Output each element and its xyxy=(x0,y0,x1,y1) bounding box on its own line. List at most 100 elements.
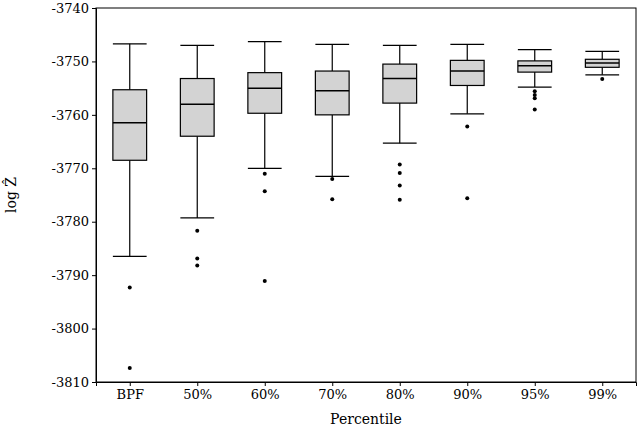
x-tick-mark xyxy=(400,382,401,386)
outlier xyxy=(465,196,469,200)
y-tick-label: -3800 xyxy=(52,321,89,336)
box-group xyxy=(518,50,552,112)
x-tick-label: 95% xyxy=(521,387,550,402)
box-group xyxy=(113,44,147,370)
plot: -3810 -3800 -3790 -3780 -3770 -3760 -3750 -3740… xyxy=(52,1,637,403)
x-tick-label: 50% xyxy=(183,387,212,402)
x-tick: 95% xyxy=(521,382,550,402)
whisker-cap xyxy=(113,43,147,44)
y-tick-mark xyxy=(92,168,96,169)
outlier xyxy=(195,229,199,233)
y-tick-label: -3810 xyxy=(52,375,89,390)
whisker-cap xyxy=(585,74,619,75)
outlier xyxy=(533,108,537,112)
box-group xyxy=(585,51,619,81)
outlier xyxy=(128,285,132,289)
whisker xyxy=(129,44,130,90)
whisker-cap xyxy=(518,86,552,87)
chart: -3810 -3800 -3790 -3780 -3770 -3760 -3750 -3740… xyxy=(0,0,640,434)
x-axis: BPF 50% 60% 70% 80% 90% 95% 99% xyxy=(97,382,637,402)
whisker xyxy=(332,44,333,71)
whisker-cap xyxy=(450,44,484,45)
whisker-cap xyxy=(113,256,147,257)
whisker xyxy=(399,103,400,143)
whisker xyxy=(129,160,130,256)
y-axis-title: log Ẑ xyxy=(2,177,19,213)
x-tick-mark xyxy=(332,382,333,386)
y-tick-mark xyxy=(92,222,96,223)
whisker-cap xyxy=(585,51,619,52)
y-tick-mark xyxy=(92,115,96,116)
box xyxy=(113,90,147,161)
whisker-cap xyxy=(518,49,552,50)
whisker xyxy=(399,45,400,64)
x-tick: 99% xyxy=(588,382,617,402)
x-tick-label: 90% xyxy=(453,387,482,402)
median xyxy=(585,62,619,64)
y-tick: -3760 xyxy=(52,108,96,123)
box-group xyxy=(180,45,214,267)
x-tick-label: 99% xyxy=(588,387,617,402)
box xyxy=(248,73,282,114)
whisker xyxy=(602,67,603,74)
whisker-cap xyxy=(180,217,214,218)
median xyxy=(450,70,484,72)
x-axis-line xyxy=(97,383,637,387)
box-group xyxy=(383,45,417,201)
median xyxy=(248,87,282,89)
whisker-cap xyxy=(383,143,417,144)
x-tick-mark xyxy=(130,382,131,386)
y-tick-mark xyxy=(92,61,96,62)
y-tick-mark xyxy=(92,275,96,276)
whisker xyxy=(602,51,603,59)
y-tick-mark xyxy=(92,8,96,9)
outlier xyxy=(263,189,267,193)
x-tick: 80% xyxy=(386,382,415,402)
outlier xyxy=(533,89,537,93)
box-group xyxy=(450,44,484,200)
box-group xyxy=(248,42,282,283)
whisker xyxy=(197,45,198,78)
y-axis-line xyxy=(92,9,97,383)
x-tick-label: 70% xyxy=(318,387,347,402)
y-tick: -3740 xyxy=(52,1,96,16)
whisker xyxy=(264,113,265,168)
box xyxy=(585,59,619,67)
outlier xyxy=(398,171,402,175)
median xyxy=(315,90,349,92)
x-tick-label: 80% xyxy=(386,387,415,402)
outlier xyxy=(533,96,537,100)
outlier xyxy=(398,163,402,167)
outlier xyxy=(263,172,267,176)
whisker-cap xyxy=(315,176,349,177)
boxes xyxy=(113,42,619,370)
outlier xyxy=(330,197,334,201)
x-tick: 50% xyxy=(183,382,212,402)
y-tick-mark xyxy=(92,329,96,330)
x-tick-mark xyxy=(265,382,266,386)
median xyxy=(518,65,552,67)
y-tick-label: -3770 xyxy=(52,161,89,176)
median xyxy=(180,103,214,105)
whisker xyxy=(264,42,265,73)
box xyxy=(315,71,349,115)
y-tick-mark xyxy=(92,382,96,383)
x-tick: 60% xyxy=(251,382,280,402)
y-tick: -3780 xyxy=(52,214,96,229)
x-tick: BPF xyxy=(117,382,144,402)
box xyxy=(518,61,552,72)
x-axis-title: Percentile xyxy=(330,411,402,427)
y-tick: -3770 xyxy=(52,161,96,176)
y-tick: -3810 xyxy=(52,375,96,390)
whisker-cap xyxy=(248,168,282,169)
y-tick-label: -3790 xyxy=(52,268,89,283)
x-tick-mark xyxy=(197,382,198,386)
outlier xyxy=(195,257,199,261)
outlier xyxy=(465,125,469,129)
whisker xyxy=(534,50,535,61)
whisker-cap xyxy=(383,45,417,46)
whisker-cap xyxy=(315,44,349,45)
y-tick-label: -3750 xyxy=(52,54,89,69)
median xyxy=(113,122,147,124)
median xyxy=(383,78,417,80)
